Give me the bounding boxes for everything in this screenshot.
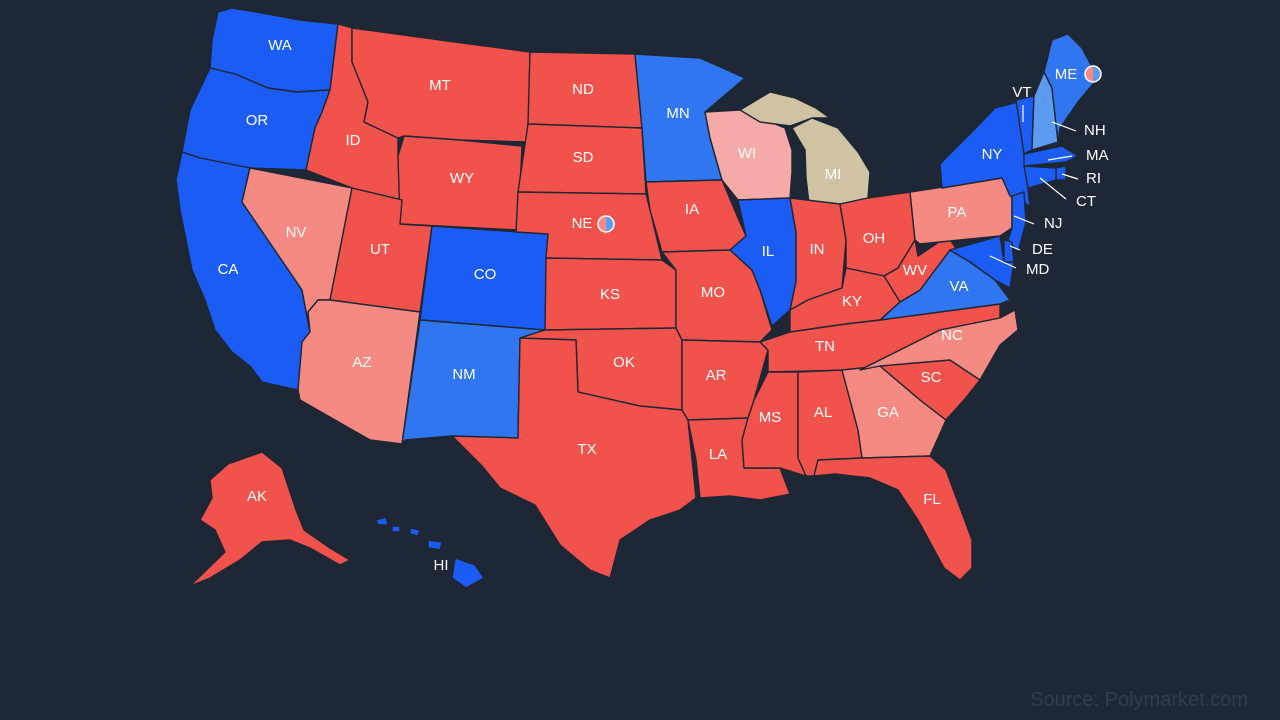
state-labels: WA OR CA NV ID MT WY UT AZ CO NM ND SD NE KS OK TX MN IA MO… (218, 37, 1109, 574)
state-label-ms: MS (759, 409, 782, 426)
split-marker-me (1084, 65, 1102, 83)
state-label-al: AL (814, 404, 832, 421)
state-label-wi: WI (738, 145, 756, 162)
state-nj (1007, 191, 1027, 253)
state-label-nv: NV (286, 224, 307, 241)
state-ri (1055, 165, 1067, 181)
state-me (1043, 33, 1099, 143)
state-label-la: LA (709, 446, 727, 463)
state-md (949, 235, 1015, 289)
state-hi (375, 516, 485, 589)
state-label-in: IN (810, 241, 825, 258)
state-label-ma: MA (1086, 147, 1109, 164)
state-label-oh: OH (863, 230, 886, 247)
state-label-ny: NY (982, 146, 1003, 163)
state-shapes (175, 7, 1099, 589)
state-label-fl: FL (923, 491, 941, 508)
state-label-va: VA (950, 278, 969, 295)
state-label-ak: AK (247, 488, 267, 505)
state-label-nh: NH (1084, 122, 1106, 139)
state-label-id: ID (346, 132, 361, 149)
state-label-sd: SD (573, 149, 594, 166)
state-label-wa: WA (268, 37, 292, 54)
state-label-ga: GA (877, 404, 899, 421)
state-label-or: OR (246, 112, 269, 129)
state-label-md: MD (1026, 261, 1049, 278)
state-label-de: DE (1032, 241, 1053, 258)
state-label-ct: CT (1076, 193, 1096, 210)
state-ma (1023, 145, 1079, 167)
state-label-ia: IA (685, 201, 699, 218)
state-label-ne: NE (572, 215, 593, 232)
state-label-pa: PA (948, 204, 967, 221)
state-fl (813, 455, 973, 581)
state-label-ok: OK (613, 354, 635, 371)
state-label-nm: NM (452, 366, 475, 383)
leader-line-de (1009, 245, 1021, 251)
leader-line-ri (1061, 173, 1079, 180)
state-label-tx: TX (577, 441, 596, 458)
state-label-tn: TN (815, 338, 835, 355)
state-label-hi: HI (434, 557, 449, 574)
label-leader-lines (989, 105, 1079, 269)
leader-line-nh (1051, 121, 1077, 132)
state-label-me: ME (1055, 66, 1078, 83)
state-de (1003, 239, 1015, 263)
state-label-mn: MN (666, 105, 689, 122)
state-label-ut: UT (370, 241, 390, 258)
state-label-wy: WY (450, 170, 474, 187)
state-ak (189, 451, 351, 587)
leader-line-nj (1013, 215, 1035, 225)
state-label-nc: NC (941, 327, 963, 344)
state-label-nd: ND (572, 81, 594, 98)
split-marker-ne (597, 215, 615, 233)
state-nc (859, 309, 1019, 381)
state-label-vt: VT (1012, 84, 1031, 101)
state-label-il: IL (762, 243, 775, 260)
leader-line-ct (1039, 177, 1067, 200)
state-label-nj: NJ (1044, 215, 1062, 232)
leader-line-md (989, 255, 1017, 269)
state-label-ar: AR (706, 367, 727, 384)
state-label-co: CO (474, 266, 497, 283)
state-label-ca: CA (218, 261, 239, 278)
split-electoral-vote-markers (597, 65, 1102, 233)
state-label-az: AZ (352, 354, 371, 371)
state-label-ks: KS (600, 286, 620, 303)
state-label-wv: WV (903, 262, 927, 279)
state-label-mt: MT (429, 77, 451, 94)
state-ct (1023, 165, 1057, 189)
state-wv (883, 235, 959, 303)
state-label-ri: RI (1086, 170, 1101, 187)
state-label-mo: MO (701, 284, 725, 301)
state-az (297, 299, 421, 445)
source-credit: Source: Polymarket.com (1030, 689, 1248, 711)
state-label-mi: MI (825, 166, 842, 183)
leader-line-ma (1047, 155, 1073, 161)
state-label-sc: SC (921, 369, 942, 386)
state-label-ky: KY (842, 293, 862, 310)
